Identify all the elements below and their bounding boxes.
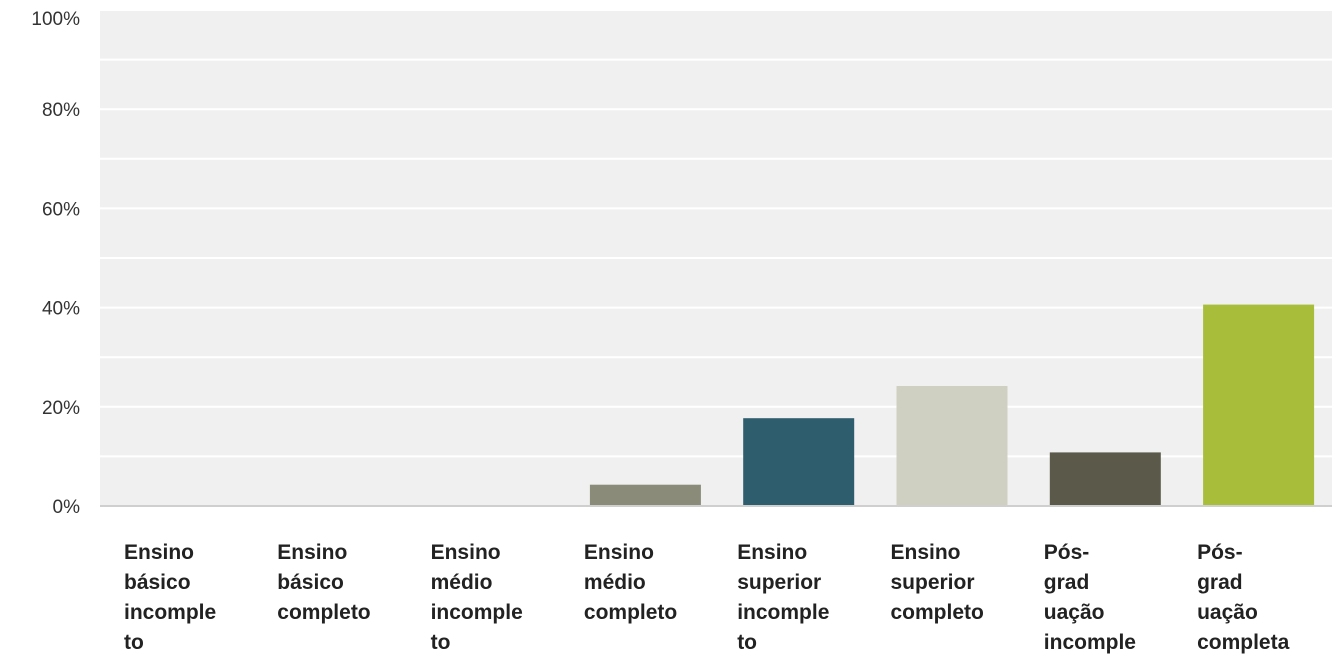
gridlines — [100, 9, 1332, 458]
y-tick-label: 80% — [42, 100, 80, 121]
x-category-label: Pós- grad uação incomple — [1043, 541, 1136, 654]
bar — [896, 386, 1008, 506]
y-tick-label: 20% — [42, 398, 80, 419]
x-category-label: Ensino superior completo — [890, 541, 984, 624]
y-tick-label: 60% — [42, 199, 80, 220]
y-tick-label: 40% — [42, 299, 80, 320]
x-category-label: Ensino médio incomple to — [430, 541, 523, 654]
x-category-label: Ensino médio completo — [583, 541, 678, 624]
bar — [1049, 452, 1161, 506]
y-tick-label: 100% — [31, 9, 80, 30]
x-category-label: Ensino superior incomple to — [737, 541, 830, 654]
bar — [589, 484, 701, 506]
y-tick-label: 0% — [53, 497, 81, 518]
y-axis-tick-labels: 0% 20% 40% 60% 80% 100% — [31, 9, 80, 518]
bars — [589, 304, 1315, 506]
x-category-label: Ensino básico completo — [277, 541, 371, 624]
bar — [1203, 304, 1315, 506]
bar — [743, 418, 855, 506]
x-category-label: Ensino básico incomple to — [124, 541, 217, 654]
x-category-label: Pós- grad uação completa — [1197, 541, 1290, 654]
